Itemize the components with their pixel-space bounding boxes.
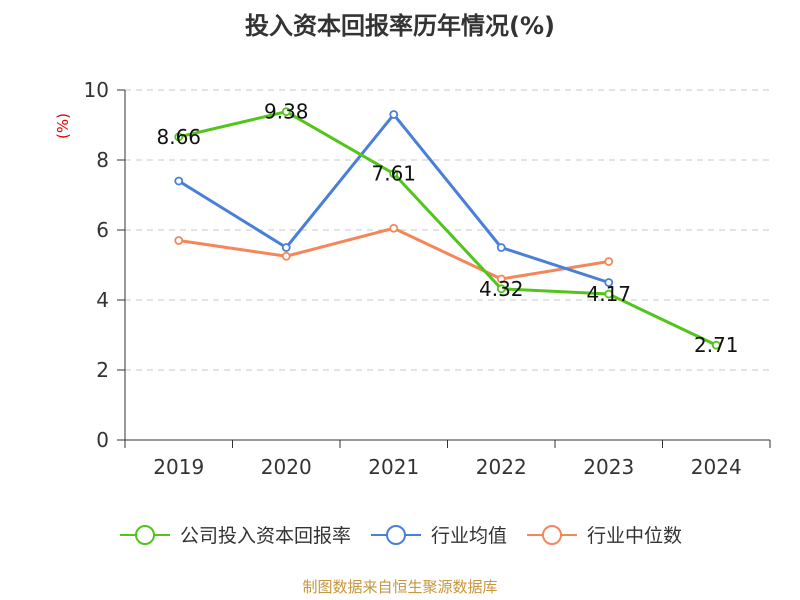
series-lines	[174, 107, 721, 350]
legend-label: 行业中位数	[587, 525, 683, 547]
data-point	[174, 132, 184, 142]
legend-label: 公司投入资本回报率	[179, 525, 351, 547]
y-tick-label: 2	[96, 358, 109, 382]
x-tick-label: 2019	[153, 455, 204, 479]
series-line	[178, 226, 609, 281]
data-point	[174, 176, 184, 186]
chart-title: 投入资本回报率历年情况(%)	[245, 12, 555, 40]
data-label: 4.17	[586, 282, 631, 306]
y-tick-label: 0	[96, 428, 109, 452]
data-point	[604, 278, 614, 287]
data-point	[174, 236, 184, 245]
y-tick-label: 8	[96, 148, 109, 172]
x-tick-label: 2022	[476, 455, 527, 479]
x-tick-label: 2020	[261, 455, 312, 479]
legend-label: 行业均值	[430, 525, 507, 547]
data-label: 9.38	[264, 100, 309, 124]
data-point	[496, 284, 506, 294]
data-point	[389, 169, 399, 179]
data-label: 8.66	[156, 125, 201, 149]
data-point	[496, 243, 506, 252]
series-line	[178, 110, 717, 347]
y-tick-label: 4	[96, 288, 109, 312]
x-tick-label: 2024	[691, 455, 742, 479]
legend-item[interactable]: 行业均值	[369, 521, 507, 548]
data-point	[496, 274, 506, 284]
legend-swatch	[119, 524, 170, 545]
legend-swatch	[527, 524, 577, 545]
series-line	[177, 113, 610, 284]
data-label: 7.61	[371, 162, 416, 186]
data-label: 2.71	[694, 333, 739, 357]
x-tick-label: 2021	[368, 455, 419, 479]
data-point	[711, 340, 721, 350]
data-point	[281, 107, 291, 117]
legend: 公司投入资本回报率 行业均值 行业中位数	[0, 521, 800, 548]
source-note: 制图数据来自恒生聚源数据库	[302, 578, 498, 596]
legend-item[interactable]: 公司投入资本回报率	[118, 521, 351, 548]
legend-item[interactable]: 行业中位数	[525, 521, 682, 548]
data-point	[389, 223, 399, 233]
data-point	[281, 243, 291, 252]
axes: 0 2 4 6 8 10 2019 2020 2021 2022 2023 2024	[84, 78, 771, 479]
data-label: 4.32	[479, 277, 524, 301]
data-point	[281, 251, 291, 261]
data-point	[604, 289, 614, 299]
data-point	[604, 257, 614, 266]
data-point	[389, 110, 399, 119]
y-tick-label: 10	[84, 78, 109, 102]
x-tick-label: 2023	[583, 455, 634, 479]
y-tick-label: 6	[96, 218, 109, 242]
data-labels: 8.66 9.38 7.61 4.32 4.17 2.71	[156, 100, 738, 357]
y-axis-label: (%)	[54, 113, 72, 139]
legend-swatch	[370, 524, 421, 545]
